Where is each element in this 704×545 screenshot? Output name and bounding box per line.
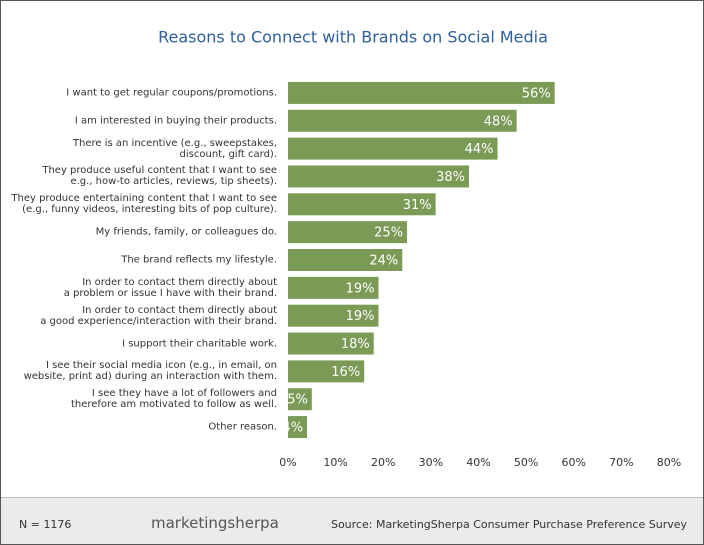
y-tick-label: The brand reflects my lifestyle. [121, 254, 277, 266]
x-tick-label: 30% [419, 456, 443, 469]
chart-title: Reasons to Connect with Brands on Social… [158, 28, 548, 47]
x-tick-label: 40% [466, 456, 490, 469]
x-tick-label: 0% [279, 456, 296, 469]
bar [288, 249, 403, 271]
x-tick-label: 60% [562, 456, 586, 469]
bar [288, 276, 379, 299]
y-tick-label: I am interested in buying their products… [74, 115, 277, 127]
sample-size: N = 1176 [19, 518, 72, 531]
x-tick-label: 70% [609, 456, 633, 469]
y-tick-label: I see they have a lot of followers and t… [70, 388, 277, 411]
value-label: 16% [331, 365, 360, 380]
value-label: 4% [282, 421, 303, 436]
y-tick-label: There is an incentive (e.g., sweepstakes… [72, 137, 277, 160]
bar [288, 137, 498, 160]
value-label: 56% [522, 86, 551, 101]
y-tick-label: They produce entertaining content that I… [11, 193, 277, 216]
y-tick-label: Other reason. [208, 421, 277, 433]
value-label: 5% [287, 393, 308, 408]
y-tick-label: In order to contact them directly about … [63, 276, 277, 299]
chart: Reasons to Connect with Brands on Social… [158, 28, 681, 470]
bar [288, 416, 308, 439]
y-tick-label: I want to get regular coupons/promotions… [66, 87, 277, 99]
x-tick-label: 20% [371, 456, 395, 469]
value-label: 48% [484, 114, 513, 129]
bar [288, 165, 469, 188]
y-tick-label: They produce useful content that I want … [42, 165, 277, 188]
value-label: 24% [369, 254, 398, 269]
x-tick-label: 50% [514, 456, 538, 469]
bar [288, 193, 436, 216]
bar [288, 221, 408, 244]
y-tick-label: My friends, family, or colleagues do. [95, 226, 277, 238]
bar [288, 304, 379, 327]
bar [288, 388, 312, 411]
source: Source: MarketingSherpa Consumer Purchas… [330, 518, 687, 531]
value-label: 19% [346, 309, 375, 324]
value-label: 31% [403, 198, 432, 213]
footer: N = 1176 marketingsherpa Source: Marketi… [1, 497, 703, 544]
value-label: 25% [374, 226, 403, 241]
x-tick-label: 80% [657, 456, 681, 469]
value-label: 19% [346, 281, 375, 296]
bar [288, 332, 374, 355]
bar [288, 360, 365, 383]
bar [288, 109, 517, 132]
x-tick-label: 10% [323, 456, 347, 469]
logo: marketingsherpa [151, 514, 279, 532]
value-label: 38% [436, 170, 465, 185]
y-tick-label: I see their social media icon (e.g., in … [23, 360, 277, 383]
value-label: 18% [341, 337, 370, 352]
value-label: 44% [465, 142, 494, 157]
bar [288, 81, 555, 104]
y-tick-label: I support their charitable work. [122, 338, 277, 350]
y-tick-label: In order to contact them directly about … [40, 304, 277, 327]
